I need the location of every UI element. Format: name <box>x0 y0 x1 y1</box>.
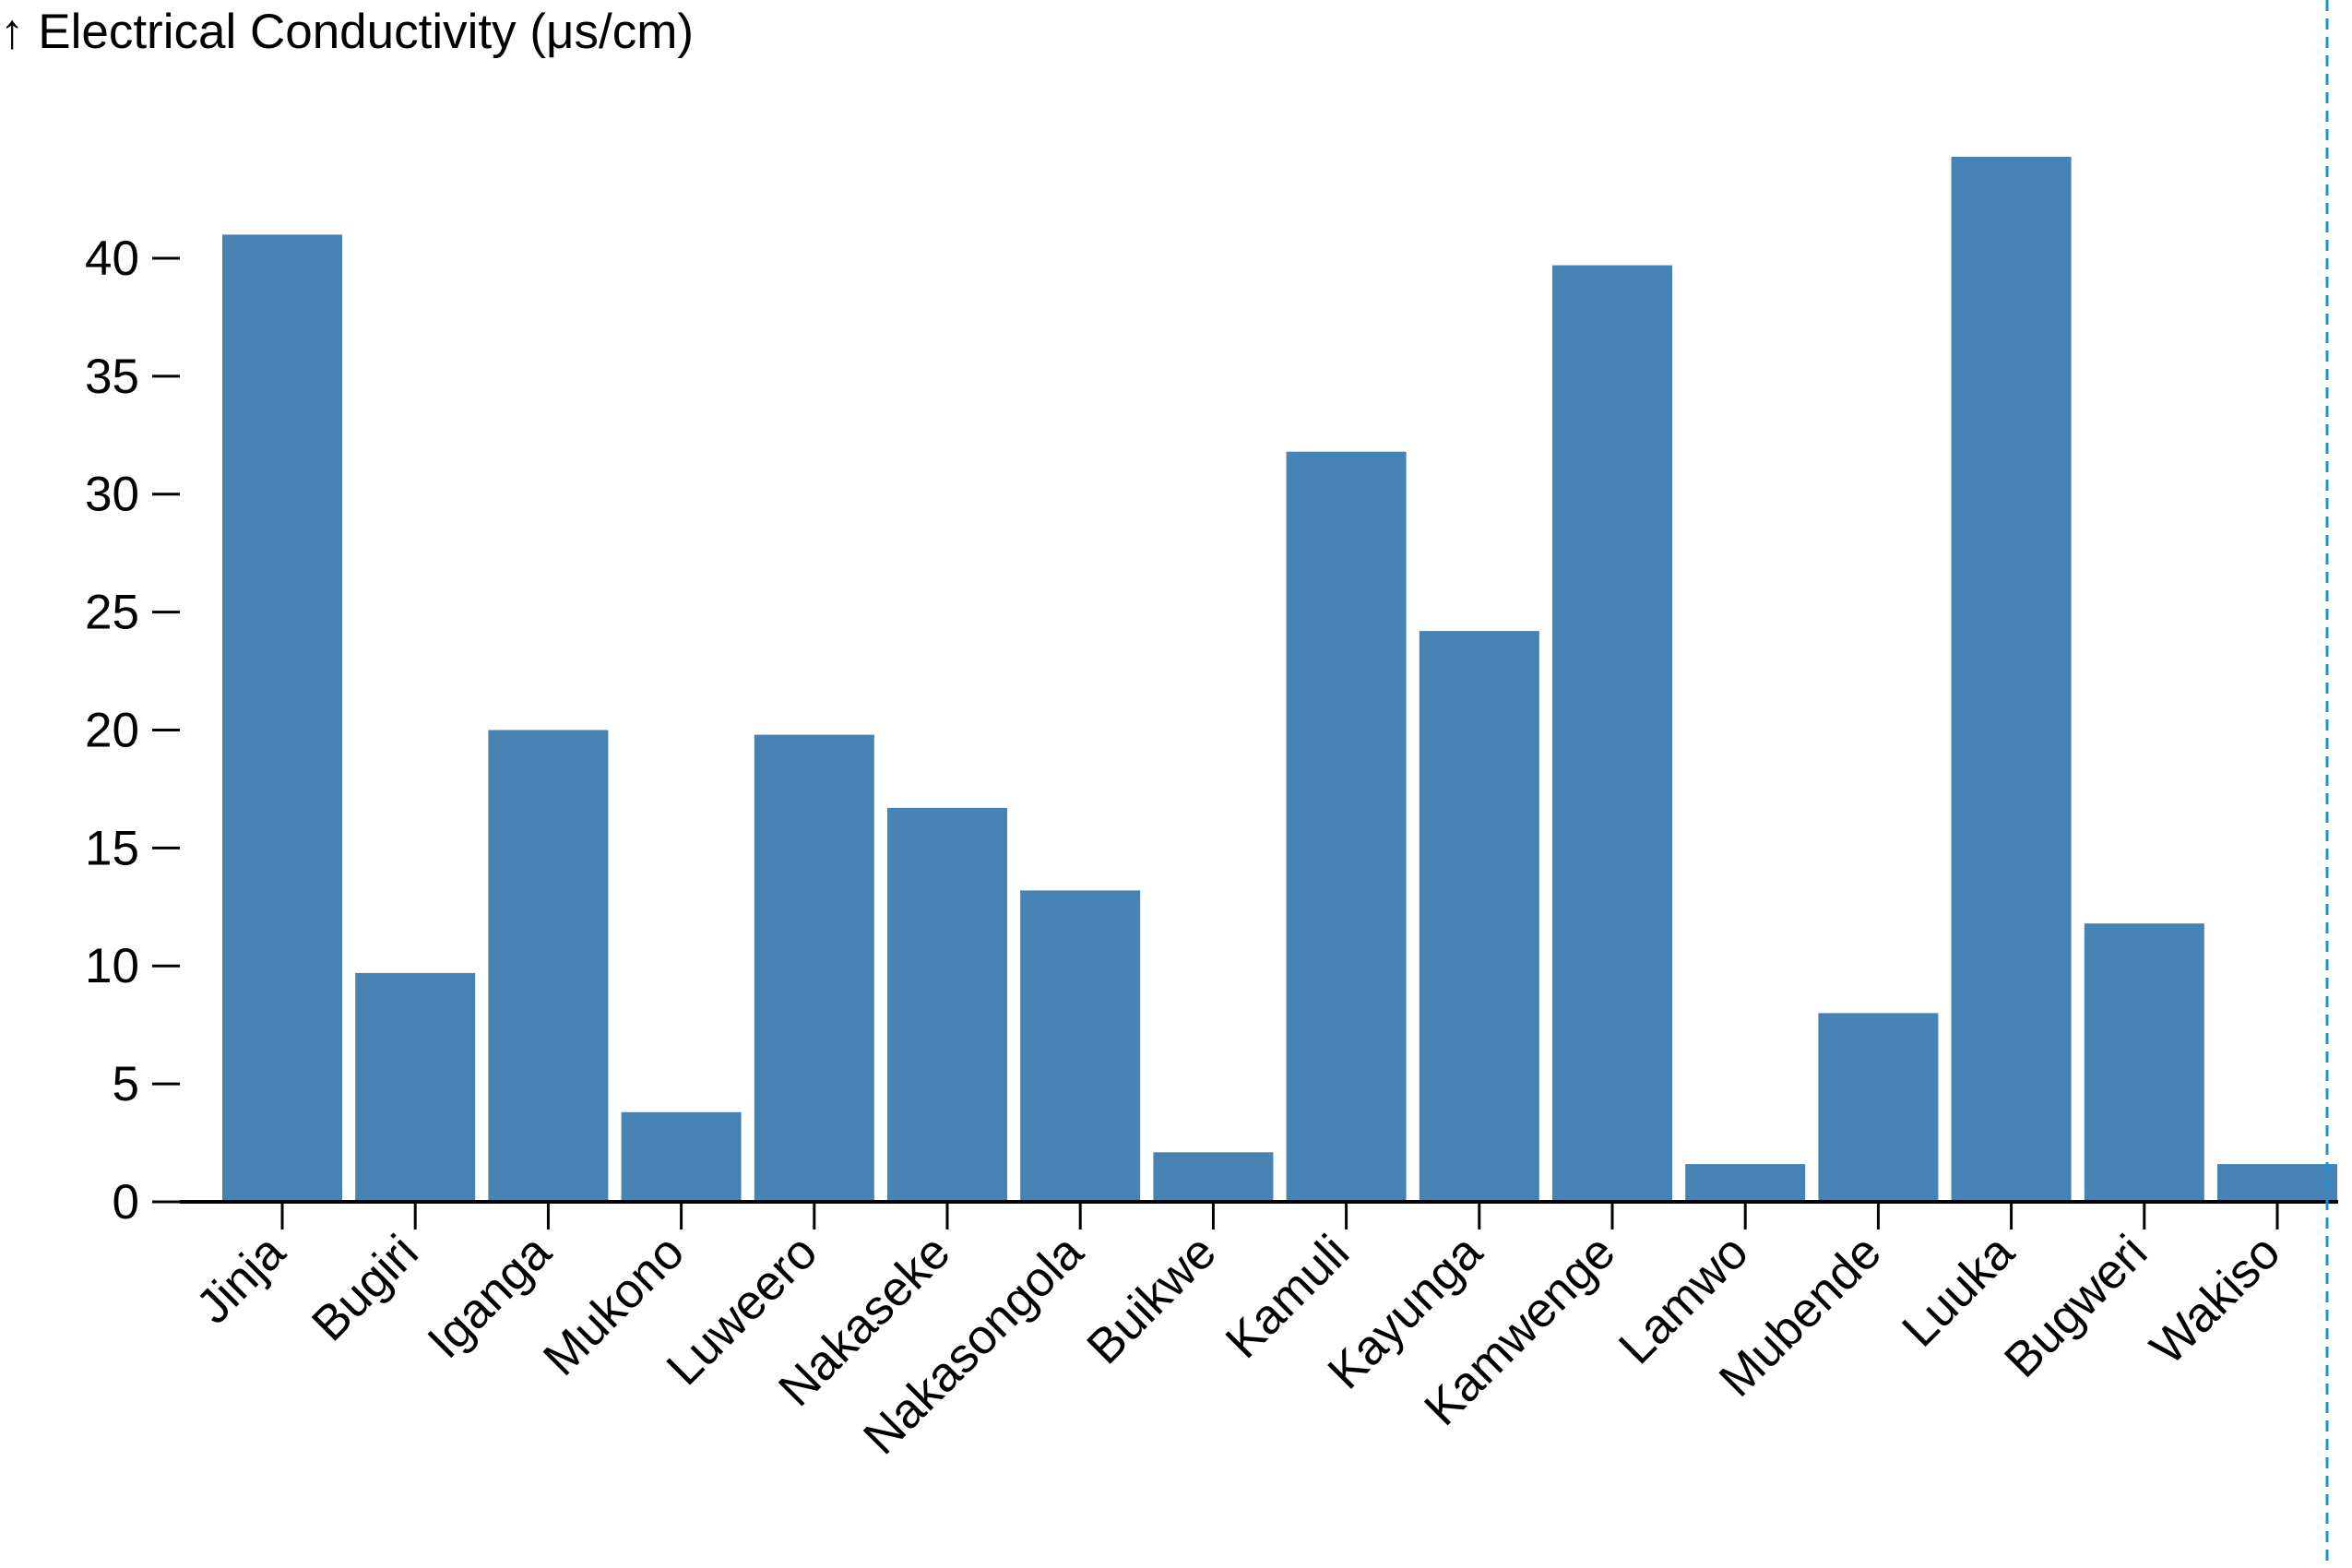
x-tick-label-bugiri: Bugiri <box>302 1225 429 1352</box>
y-tick-label-20: 20 <box>85 703 139 757</box>
x-tick-label-wakiso: Wakiso <box>2140 1225 2290 1375</box>
x-tick-label-luuka: Luuka <box>1892 1224 2025 1357</box>
bar-bugweri <box>2084 923 2204 1202</box>
y-tick-label-30: 30 <box>85 468 139 522</box>
bar-luweero <box>754 734 874 1202</box>
y-tick-label-40: 40 <box>85 232 139 286</box>
y-tick-label-10: 10 <box>85 939 139 993</box>
bar-jinja <box>222 234 342 1202</box>
bar-kayunga <box>1419 631 1539 1202</box>
y-tick-label-15: 15 <box>85 821 139 875</box>
bars <box>222 157 2337 1203</box>
bar-lamwo <box>1685 1164 1806 1202</box>
y-tick-label-5: 5 <box>113 1057 139 1111</box>
y-axis: 0 5 10 15 20 25 30 35 40 <box>85 232 180 1229</box>
bar-buikwe <box>1153 1152 1274 1202</box>
y-tick-label-35: 35 <box>85 350 139 404</box>
bar-nakaseke <box>887 807 1007 1202</box>
bar-bugiri <box>355 972 476 1202</box>
bar-kamuli <box>1286 451 1407 1202</box>
y-tick-label-0: 0 <box>113 1175 139 1229</box>
x-tick-label-jinja: Jinja <box>186 1224 296 1334</box>
bar-iganga <box>488 730 609 1202</box>
bar-nakasongola <box>1020 890 1141 1202</box>
bar-wakiso <box>2217 1164 2337 1202</box>
x-tick-label-bugweri: Bugweri <box>1994 1225 2157 1388</box>
bar-mubende <box>1818 1013 1939 1202</box>
bar-luuka <box>1951 157 2072 1202</box>
bar-mukono <box>621 1111 742 1202</box>
x-axis: Jinja BugiriIgangaMukonoLuweeroNakasekeNa… <box>180 1200 2338 1465</box>
x-tick-label-buikwe: Buikwe <box>1076 1225 1227 1375</box>
bar-kamwenge <box>1552 265 1672 1203</box>
y-axis-title: ↑ Electrical Conductivity (μs/cm) <box>0 5 694 59</box>
y-tick-label-25: 25 <box>85 586 139 640</box>
